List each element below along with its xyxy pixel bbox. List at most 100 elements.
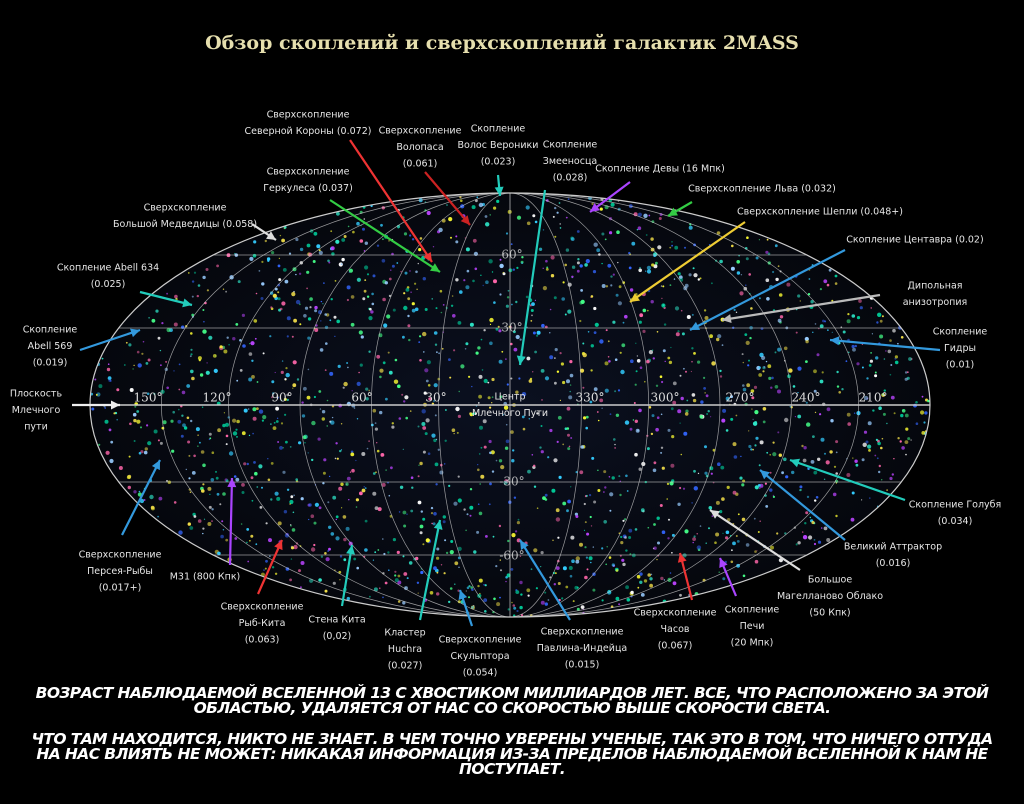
label-line: Змееносца — [543, 156, 597, 167]
star — [614, 443, 616, 446]
star — [285, 440, 288, 444]
star — [807, 293, 811, 296]
star — [289, 446, 292, 448]
star — [505, 358, 507, 360]
star — [893, 412, 896, 415]
star — [246, 528, 250, 531]
star — [349, 471, 352, 473]
star — [545, 259, 548, 263]
star — [652, 468, 657, 473]
star — [748, 359, 750, 362]
star — [334, 457, 337, 460]
star — [253, 319, 258, 323]
star — [347, 366, 349, 369]
star — [634, 528, 638, 531]
star — [777, 431, 780, 434]
star — [141, 352, 144, 355]
star — [853, 412, 856, 414]
arrows — [72, 139, 941, 627]
star — [436, 351, 438, 354]
star — [128, 343, 132, 347]
star — [740, 455, 742, 458]
star — [592, 270, 597, 274]
star — [296, 378, 300, 381]
star — [290, 558, 293, 560]
star — [364, 548, 368, 552]
star — [392, 538, 396, 542]
star — [603, 470, 607, 474]
star — [662, 349, 666, 353]
star — [241, 491, 245, 494]
star — [308, 252, 313, 257]
star — [403, 292, 406, 295]
star — [356, 221, 360, 226]
star — [232, 337, 236, 341]
label-line: Сверхскопление Шепли (0.048+) — [737, 207, 903, 218]
star — [489, 317, 494, 323]
star — [682, 553, 687, 558]
star — [282, 470, 286, 474]
star — [653, 523, 656, 526]
star — [516, 215, 522, 220]
star — [457, 546, 462, 552]
star — [485, 222, 490, 227]
star — [197, 519, 202, 523]
star — [402, 555, 405, 558]
star — [866, 377, 869, 380]
star — [597, 489, 601, 492]
star — [923, 421, 926, 424]
star — [292, 383, 297, 388]
star — [696, 545, 702, 550]
star — [399, 485, 404, 489]
star — [850, 517, 855, 522]
star — [507, 289, 510, 292]
star — [302, 435, 307, 440]
star — [576, 586, 579, 589]
star — [615, 293, 619, 297]
star — [642, 329, 646, 333]
star — [299, 323, 302, 326]
star — [590, 369, 593, 372]
star — [177, 419, 182, 424]
star — [810, 460, 815, 464]
star — [419, 237, 423, 240]
star — [478, 374, 483, 379]
star — [863, 430, 868, 434]
star — [236, 436, 238, 438]
star — [817, 540, 822, 544]
star — [479, 592, 481, 595]
star — [359, 491, 363, 496]
star — [407, 297, 411, 301]
star — [647, 573, 651, 577]
star — [101, 357, 104, 360]
star — [675, 332, 680, 337]
star — [834, 282, 838, 285]
star — [433, 331, 438, 335]
label-line: Дипольная — [907, 281, 962, 292]
star — [468, 585, 471, 588]
star — [677, 330, 680, 333]
label-line: Млечного — [12, 405, 61, 416]
star — [785, 475, 789, 479]
star — [848, 351, 850, 353]
star — [638, 467, 642, 471]
star — [178, 408, 180, 411]
star — [644, 380, 646, 383]
star — [165, 360, 168, 363]
star — [335, 239, 340, 244]
star — [364, 279, 367, 281]
label-line: (0.019) — [33, 358, 68, 369]
star — [207, 486, 212, 491]
star — [749, 336, 752, 340]
star — [649, 577, 653, 581]
star — [110, 440, 114, 444]
star — [208, 505, 212, 509]
star — [172, 410, 175, 414]
star — [891, 473, 894, 476]
star — [733, 308, 736, 311]
star — [579, 542, 583, 547]
star — [471, 385, 473, 388]
star — [765, 360, 768, 363]
star — [554, 348, 558, 352]
star — [363, 486, 365, 488]
